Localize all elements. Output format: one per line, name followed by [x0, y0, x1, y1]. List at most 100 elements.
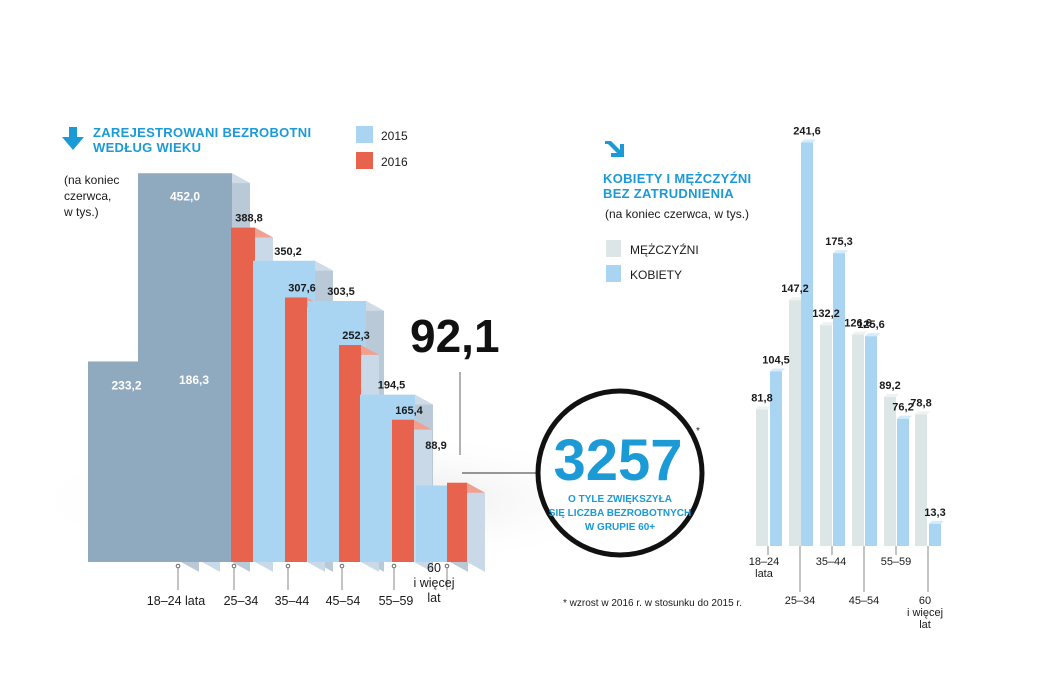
bar-men-top-g4: [884, 394, 899, 398]
category-label-2: 35–44: [275, 594, 310, 608]
left-legend: 2015 2016: [356, 126, 408, 169]
label-2015-25-34: 452,0: [170, 189, 200, 203]
right-chart-title-line2: BEZ ZATRUDNIENIA: [603, 186, 734, 201]
right-category-label-0-line0: 18–24: [749, 556, 780, 568]
right-chart-subtitle: (na koniec czerwca, w tys.): [605, 207, 749, 221]
bar-men-top-g2: [820, 322, 835, 326]
right-category-label-4-line0: 55–59: [881, 556, 912, 568]
bar-women-g0: [770, 371, 782, 546]
footnote: * wzrost w 2016 r. w stosunku do 2015 r.: [563, 598, 742, 609]
highlight-value: 92,1: [410, 310, 500, 362]
bar-2016-55-59-front: [392, 419, 414, 562]
callout-ring: [535, 388, 705, 558]
left-chart-subtitle-line3: w tys.): [63, 205, 99, 219]
right-category-label-3: 45–54: [849, 595, 880, 607]
label-2015-35-44: 350,2: [274, 246, 302, 258]
arrow-down-icon: [62, 127, 84, 150]
bar-men-g0: [756, 409, 768, 546]
callout-asterisk: *: [696, 426, 700, 437]
label-2015-45-54: 303,5: [327, 286, 355, 298]
legend-swatch-women: [606, 265, 621, 282]
right-category-label-2: 35–44: [816, 556, 847, 568]
arrow-down-right-icon: [603, 137, 624, 157]
category-label-0: 18–24 lata: [147, 594, 205, 608]
left-chart-title-line2: WEDŁUG WIEKU: [93, 140, 201, 155]
tick-dot-35-44: [285, 563, 291, 569]
left-chart-labels: 233,2 186,3 452,0 388,8 350,2 307,6 303,5 252,3…: [111, 189, 454, 608]
label-2016-35-44: 307,6: [288, 282, 316, 294]
category-label-5-line0: 60: [427, 561, 441, 575]
bar-women-g4: [897, 418, 909, 546]
bar-2016-60plus-side: [467, 482, 485, 572]
label-2015-55-59: 194,5: [378, 380, 406, 392]
category-label-1: 25–34: [224, 594, 259, 608]
right-legend: MĘŻCZYŹNI KOBIETY: [606, 240, 699, 282]
bar-women-top-g0: [770, 368, 785, 372]
label-women-g4: 76,2: [892, 402, 913, 414]
bar-2016-25-34-front: [231, 227, 255, 562]
label-2016-25-34: 388,8: [235, 213, 263, 225]
bar-women-top-g3: [865, 333, 880, 337]
legend-swatch-2015: [356, 126, 373, 143]
label-men-g0: 81,8: [751, 392, 772, 404]
callout-circle: 3257 * O TYLE ZWIĘKSZYŁA SIĘ LICZBA BEZR…: [535, 388, 705, 558]
right-category-label-4: 55–59: [881, 556, 912, 568]
category-label-5-line2: lat: [427, 591, 441, 605]
label-2016-55-59: 165,4: [395, 405, 423, 417]
left-chart-subtitle-line2: czerwca,: [64, 189, 111, 203]
label-2015-60plus: 88,9: [425, 440, 446, 452]
label-women-g1: 241,6: [793, 126, 821, 138]
right-chart-header: KOBIETY I MĘŻCZYŹNI BEZ ZATRUDNIENIA (na…: [603, 137, 751, 221]
callout-text-line3: W GRUPIE 60+: [585, 522, 655, 533]
left-chart-subtitle-line1: (na koniec: [64, 173, 119, 187]
bar-men-top-g3: [852, 331, 867, 335]
category-label-3: 45–54: [326, 594, 361, 608]
label-women-g3: 125,6: [857, 319, 885, 331]
right-category-label-5: 60 i więcej lat: [907, 595, 943, 631]
legend-label-2015: 2015: [381, 129, 408, 143]
label-men-g1: 147,2: [781, 283, 809, 295]
bar-women-g3: [865, 336, 877, 546]
bar-men-g3: [852, 334, 864, 546]
bar-men-top-g1: [789, 297, 804, 301]
bar-2016-60plus-front: [447, 482, 467, 562]
bar-women-top-g4: [897, 415, 912, 419]
bar-women-top-g2: [833, 250, 848, 254]
legend-swatch-men: [606, 240, 621, 257]
bar-men-g2: [820, 325, 832, 546]
tick-dot-18-24: [175, 563, 181, 569]
tick-dot-60plus: [444, 563, 450, 569]
label-2015-18-24: 233,2: [111, 378, 141, 392]
legend-label-men: MĘŻCZYŹNI: [630, 242, 699, 257]
right-category-label-5-line1: i więcej: [907, 607, 943, 619]
bar-2016-45-54-front: [339, 345, 361, 562]
right-category-label-2-line0: 35–44: [816, 556, 847, 568]
right-category-label-0: 18–24 lata: [749, 556, 780, 580]
tick-dot-55-59: [391, 563, 397, 569]
left-chart-bars: [88, 173, 485, 572]
label-men-g5: 78,8: [910, 397, 931, 409]
bar-women-top-g1: [801, 139, 816, 143]
label-men-g3: 126,6: [844, 318, 872, 330]
bar-2016-60plus: [447, 482, 485, 572]
bar-2015-25-34-front: [138, 173, 232, 562]
tick-dot-45-54: [339, 563, 345, 569]
bar-women-top-g5: [929, 520, 944, 524]
legend-label-2016: 2016: [381, 155, 408, 169]
right-category-label-0-line1: lata: [755, 568, 774, 580]
category-label-5-line1: i więcej: [414, 576, 455, 590]
left-chart-title-line1: ZAREJESTROWANI BEZROBOTNI: [93, 125, 311, 140]
label-men-g2: 132,2: [812, 308, 840, 320]
right-chart-title-line1: KOBIETY I MĘŻCZYŹNI: [603, 171, 751, 186]
bar-women-g5: [929, 523, 941, 546]
bar-2015-60plus-front: [416, 485, 450, 562]
right-chart-bars: [756, 139, 944, 546]
category-label-5: 60 i więcej lat: [414, 561, 455, 605]
bar-men-top-g0: [756, 406, 771, 410]
legend-swatch-2016: [356, 152, 373, 169]
callout-number: 3257: [553, 428, 682, 493]
callout-text-line1: O TYLE ZWIĘKSZYŁA: [568, 494, 672, 505]
bar-women-g1: [801, 142, 813, 546]
bar-men-g5: [915, 414, 927, 546]
